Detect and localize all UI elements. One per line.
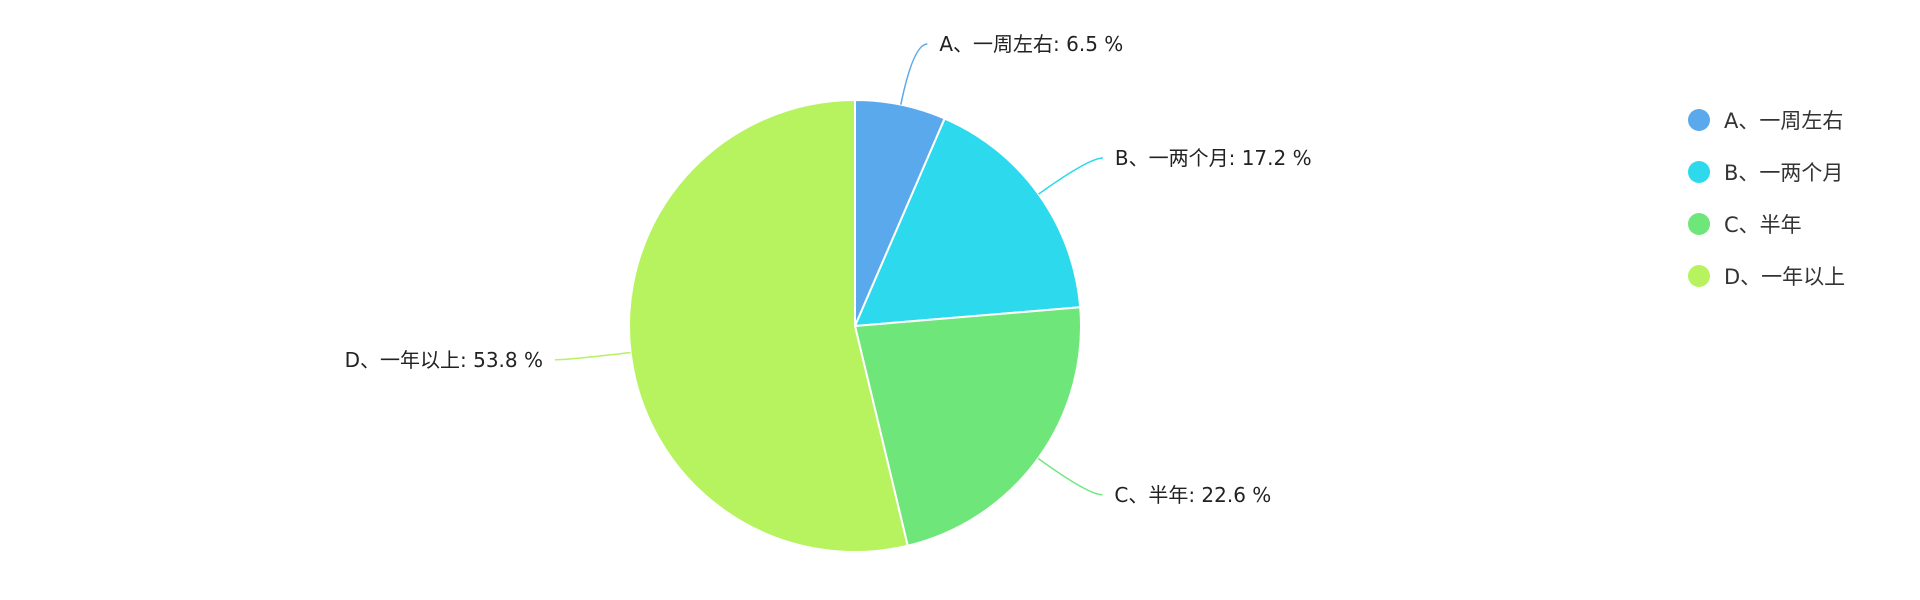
legend-swatch bbox=[1688, 265, 1710, 287]
pie-slice-d[interactable] bbox=[628, 98, 909, 553]
legend-item-d[interactable]: D、一年以上 bbox=[1688, 250, 1845, 302]
legend-item-a[interactable]: A、一周左右 bbox=[1688, 94, 1845, 146]
legend-item-b[interactable]: B、一两个月 bbox=[1688, 146, 1845, 198]
legend-label: B、一两个月 bbox=[1724, 161, 1844, 185]
legend-item-c[interactable]: C、半年 bbox=[1688, 198, 1845, 250]
label-leader-line bbox=[1037, 457, 1103, 496]
legend-swatch bbox=[1688, 161, 1710, 183]
data-label: C、半年: 22.6 % bbox=[1114, 483, 1271, 507]
data-label: D、一年以上: 53.8 % bbox=[345, 348, 543, 372]
legend-label: C、半年 bbox=[1724, 213, 1802, 237]
label-leader-line bbox=[900, 43, 928, 105]
data-label: A、一周左右: 6.5 % bbox=[939, 32, 1123, 56]
legend: A、一周左右 B、一两个月 C、半年 D、一年以上 bbox=[1688, 94, 1845, 302]
label-leader-line bbox=[1038, 157, 1103, 195]
legend-label: D、一年以上 bbox=[1724, 265, 1846, 289]
legend-swatch bbox=[1688, 109, 1710, 131]
data-label: B、一两个月: 17.2 % bbox=[1115, 146, 1312, 170]
label-leader-line bbox=[554, 351, 631, 361]
legend-label: A、一周左右 bbox=[1724, 109, 1844, 133]
legend-swatch bbox=[1688, 213, 1710, 235]
